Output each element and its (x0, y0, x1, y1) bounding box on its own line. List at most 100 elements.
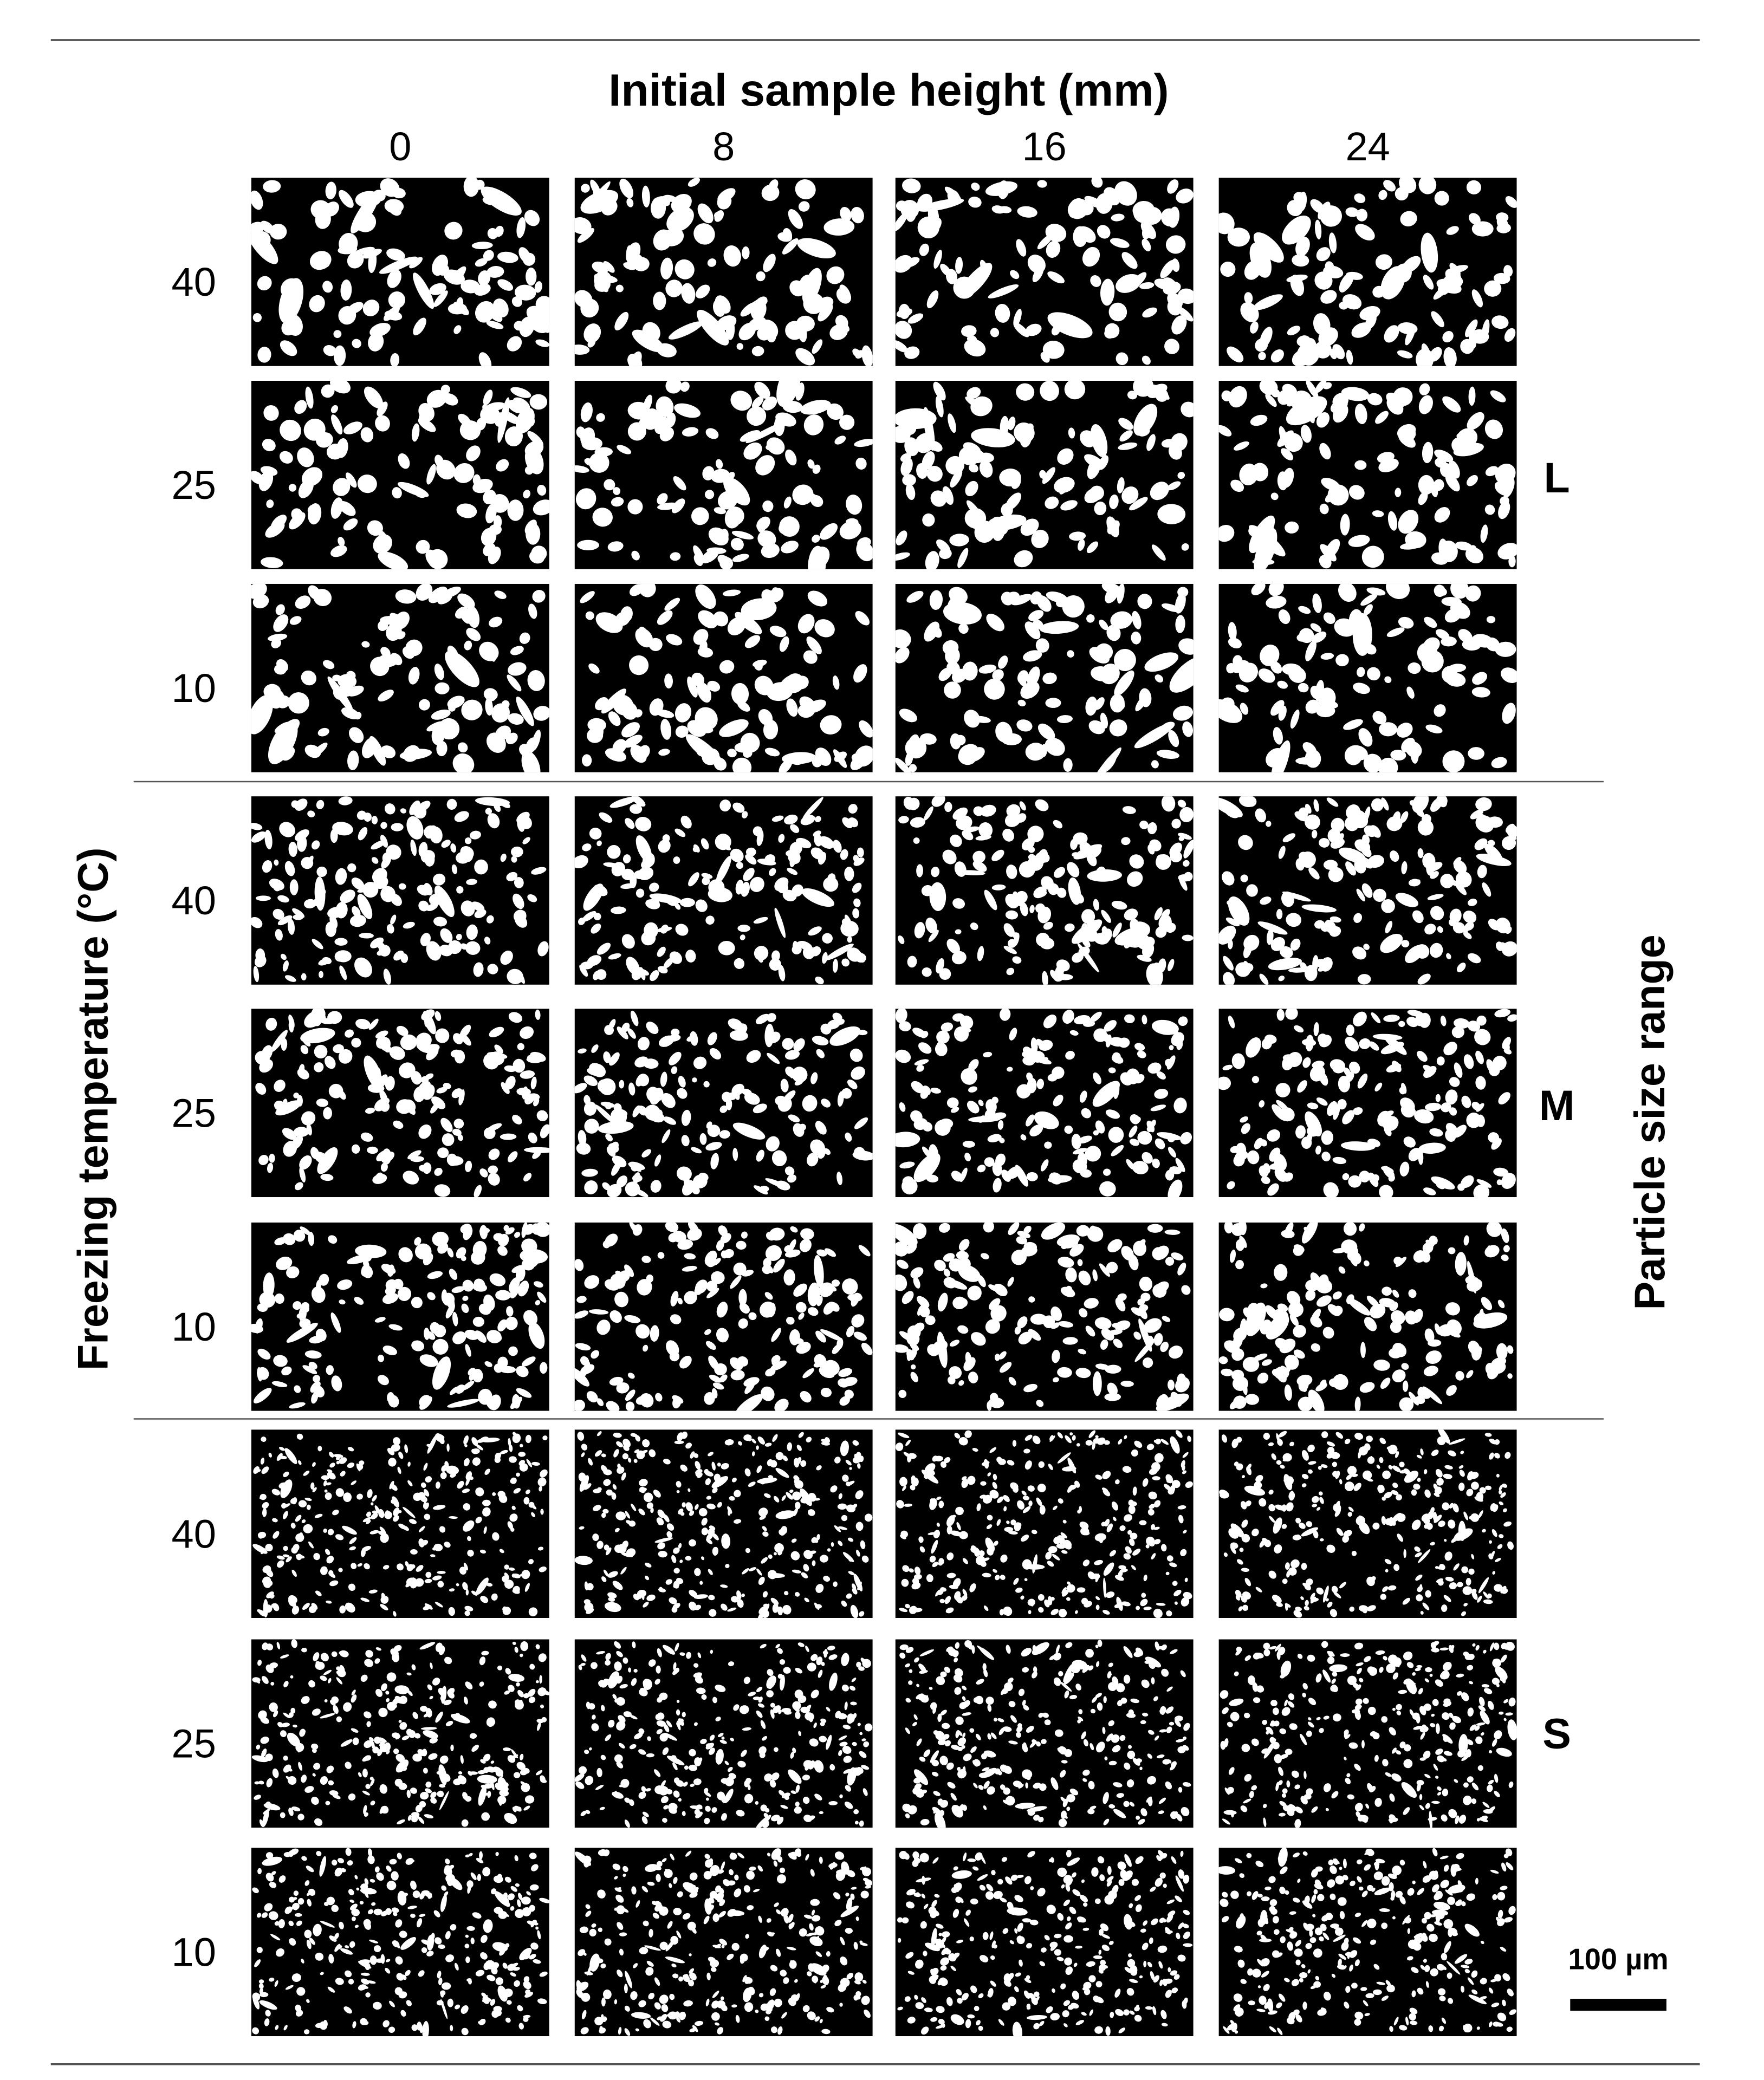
pore (333, 1705, 339, 1714)
pore (660, 257, 673, 280)
pore (329, 1700, 336, 1706)
pore (1482, 882, 1491, 897)
pore (827, 1019, 841, 1030)
pore (1240, 874, 1248, 882)
pore (644, 922, 658, 939)
pore (427, 1271, 443, 1279)
pore (1452, 1503, 1459, 1513)
pore (312, 1462, 316, 1467)
pore (1423, 1517, 1430, 1524)
pore (465, 1160, 472, 1172)
pore (1012, 1485, 1019, 1493)
pore (1319, 443, 1331, 460)
pore (1178, 288, 1194, 304)
pore (383, 968, 391, 985)
pore (536, 1719, 544, 1724)
pore (1218, 425, 1232, 437)
pore (360, 1132, 373, 1142)
pore (1025, 743, 1046, 761)
pore (984, 1157, 995, 1167)
pore (339, 1457, 347, 1464)
pore (370, 937, 384, 948)
pore (1426, 1523, 1433, 1530)
pore (1500, 1492, 1506, 1498)
pore (442, 1133, 455, 1146)
pore (1471, 1591, 1478, 1600)
pore (439, 1784, 445, 1788)
pore (704, 490, 715, 499)
pore (1400, 811, 1409, 823)
pore (646, 1594, 656, 1601)
pore (1466, 180, 1482, 194)
pore (1154, 907, 1163, 920)
pore (437, 1581, 444, 1588)
pore (1489, 1064, 1500, 1076)
pore (1007, 1460, 1015, 1466)
pore (369, 736, 386, 766)
pore (439, 1526, 446, 1533)
pore (798, 1432, 804, 1438)
pore (372, 1494, 377, 1502)
pore (604, 1279, 620, 1291)
pore (509, 1444, 513, 1452)
pore (382, 1292, 399, 1304)
pore (979, 460, 993, 478)
pore (1142, 238, 1151, 252)
pore (905, 751, 913, 766)
pore (375, 1172, 384, 1182)
pore (1483, 1591, 1489, 1599)
pore (1380, 1110, 1394, 1119)
pore (1122, 1466, 1132, 1473)
pore (1022, 1506, 1031, 1513)
pore (345, 1029, 354, 1038)
pore (362, 1769, 368, 1778)
pore (427, 1434, 437, 1454)
pore (1389, 1348, 1403, 1358)
pore (1497, 1299, 1505, 1309)
pore (904, 346, 920, 359)
pore (463, 1435, 469, 1445)
pore (384, 803, 395, 815)
pore (1169, 1562, 1177, 1568)
pore (409, 257, 423, 269)
pore (1490, 1551, 1495, 1559)
pore (404, 1444, 408, 1453)
pore (935, 1589, 941, 1597)
pore (276, 1256, 293, 1270)
pore (626, 245, 634, 267)
pore (535, 1680, 539, 1683)
pore (609, 1310, 622, 1323)
pore (360, 427, 374, 443)
pore (948, 593, 963, 608)
pore (1481, 1297, 1493, 1310)
pore (706, 1503, 716, 1510)
pore (616, 1441, 623, 1447)
pore (1411, 1519, 1421, 1530)
pore (1178, 833, 1192, 840)
pore (1169, 1045, 1174, 1050)
pore (444, 1542, 451, 1548)
pore (967, 1476, 976, 1485)
pore (512, 1573, 521, 1578)
pore (977, 946, 984, 961)
pore (928, 1532, 937, 1535)
pore (385, 1076, 395, 1091)
pore (1103, 1577, 1106, 1598)
pore (1093, 1130, 1099, 1136)
pore (942, 849, 957, 864)
pore (1308, 1469, 1313, 1474)
pore (1132, 1486, 1137, 1496)
pore (1475, 797, 1492, 811)
pore (536, 1110, 548, 1122)
pore (639, 1393, 654, 1408)
pore (1167, 299, 1182, 316)
pore (630, 1010, 639, 1026)
pore (666, 1034, 681, 1042)
pore (946, 939, 960, 954)
pore (575, 488, 596, 510)
pore (783, 496, 792, 509)
pore (1339, 302, 1348, 310)
pore (603, 862, 620, 868)
pore (429, 1695, 433, 1700)
pore (1330, 916, 1341, 923)
